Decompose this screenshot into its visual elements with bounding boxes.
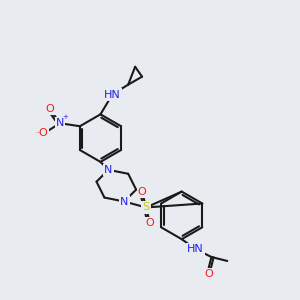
Text: HN: HN [187, 244, 204, 254]
Text: O: O [204, 269, 213, 279]
Text: +: + [62, 114, 68, 120]
Text: N: N [104, 165, 112, 175]
Text: N: N [104, 165, 112, 175]
Text: ⁻: ⁻ [35, 130, 40, 139]
Text: O: O [138, 187, 146, 196]
Text: O: O [146, 218, 154, 228]
Text: N: N [56, 118, 64, 128]
Text: S: S [142, 202, 150, 212]
Text: O: O [46, 104, 55, 114]
Text: HN: HN [104, 89, 121, 100]
Text: O: O [39, 128, 48, 138]
Text: N: N [120, 196, 128, 206]
